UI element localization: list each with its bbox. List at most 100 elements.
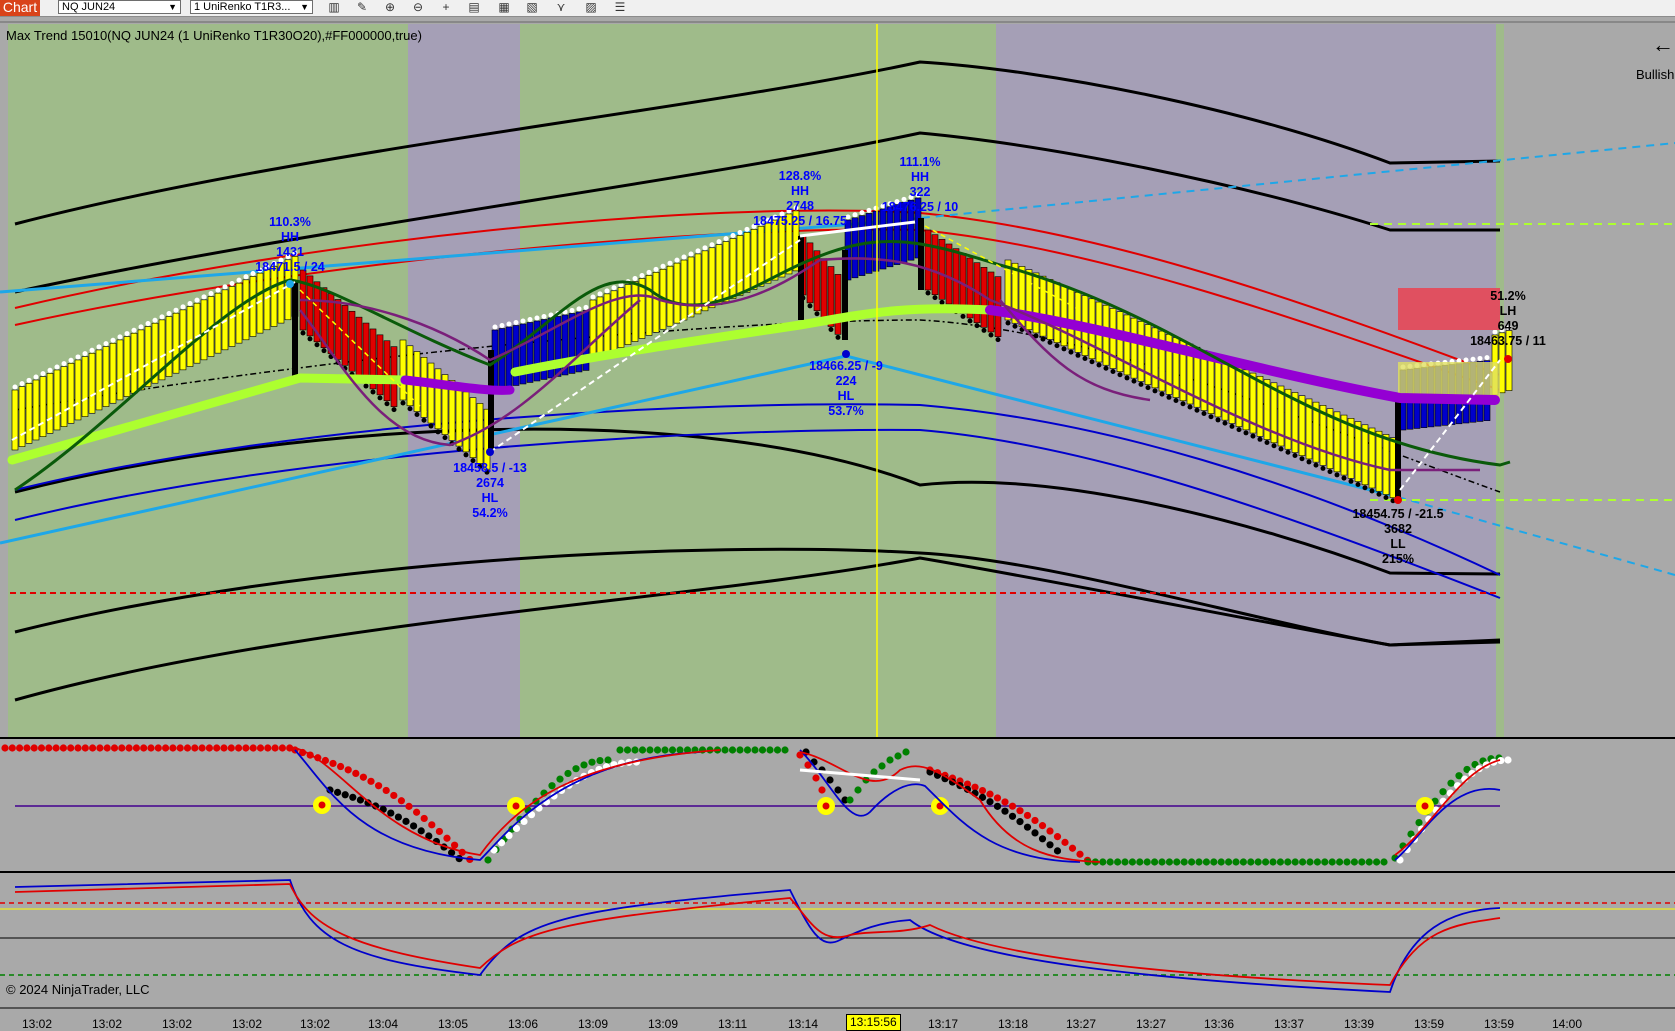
renko-bar bbox=[827, 266, 835, 327]
bar-dot bbox=[1082, 356, 1088, 362]
zoom-out-icon[interactable]: ⊖ bbox=[412, 0, 424, 14]
bar-dot bbox=[477, 463, 483, 469]
bar-dot bbox=[723, 236, 729, 242]
bar-dot bbox=[159, 314, 165, 320]
osc-dot bbox=[349, 793, 357, 801]
bar-dot bbox=[1492, 329, 1498, 335]
osc-dot bbox=[841, 796, 849, 804]
back-arrow-icon[interactable]: ← bbox=[1652, 32, 1674, 57]
blue-envelope bbox=[14, 403, 1501, 599]
swing-label-text: HH bbox=[281, 230, 299, 244]
bar-dot bbox=[548, 312, 554, 318]
time-axis-tick: 13:59 bbox=[1414, 1017, 1445, 1031]
bar-dot bbox=[243, 274, 249, 280]
osc-dot bbox=[278, 744, 286, 752]
renko-bar bbox=[879, 208, 887, 270]
white-swing-lines bbox=[11, 239, 1501, 491]
osc-dot bbox=[341, 791, 349, 799]
osc-dot bbox=[23, 744, 31, 752]
renko-bar bbox=[186, 306, 194, 367]
bar-dot bbox=[96, 344, 102, 350]
indicator-icon[interactable]: ▧ bbox=[526, 0, 538, 14]
time-axis-tick: 13:05 bbox=[438, 1017, 469, 1031]
zoom-in-icon[interactable]: ⊕ bbox=[384, 0, 396, 14]
bar-dot bbox=[569, 307, 575, 313]
bar-dot bbox=[1470, 356, 1476, 362]
bar-dot bbox=[1271, 443, 1277, 449]
renko-bar bbox=[18, 386, 26, 447]
bar-type-selector[interactable]: 1 UniRenko T1R3... ▼ bbox=[190, 0, 313, 14]
renko-bar bbox=[469, 397, 477, 458]
osc-dot bbox=[1321, 858, 1329, 866]
instrument-selector[interactable]: NQ JUN24 ▼ bbox=[58, 0, 181, 14]
chart-menu-button[interactable]: Chart bbox=[0, 0, 40, 16]
signal-marker-core bbox=[822, 802, 830, 810]
osc-dot bbox=[147, 744, 155, 752]
osc-dot bbox=[1016, 807, 1024, 815]
renko-bar bbox=[130, 332, 138, 394]
properties-icon[interactable]: ▨ bbox=[585, 0, 597, 14]
osc-dot bbox=[1038, 835, 1047, 843]
bar-dot bbox=[194, 297, 200, 303]
time-axis-tick: 13:39 bbox=[1344, 1017, 1375, 1031]
bar-dot bbox=[1138, 381, 1144, 387]
crosshair-icon[interactable]: + bbox=[442, 0, 450, 14]
osc-dot bbox=[1336, 858, 1344, 866]
renko-bar bbox=[341, 305, 349, 366]
renko-bar bbox=[924, 229, 932, 291]
bar-dot bbox=[1327, 469, 1333, 475]
bar-dot bbox=[995, 337, 1001, 343]
data-box-icon[interactable]: ▤ bbox=[468, 0, 480, 14]
swing-label-text: LH bbox=[1500, 304, 1517, 318]
osc-dot bbox=[1313, 858, 1321, 866]
bar-dot bbox=[1180, 401, 1186, 407]
osc-dot bbox=[448, 849, 456, 857]
renko-bar bbox=[645, 275, 653, 336]
osc-dot bbox=[963, 780, 972, 788]
bar-style-icon[interactable]: ▥ bbox=[328, 0, 340, 14]
bar-dot bbox=[730, 233, 736, 239]
osc-dot bbox=[1262, 858, 1270, 866]
osc-dot bbox=[623, 746, 632, 754]
bar-dot bbox=[653, 266, 659, 272]
osc-dot bbox=[1195, 858, 1203, 866]
bar-dot bbox=[278, 257, 284, 263]
renko-bar bbox=[116, 339, 124, 401]
chart-trader-icon[interactable]: ⋎ bbox=[556, 0, 566, 14]
bar-dot bbox=[1061, 346, 1067, 352]
bar-dot bbox=[688, 251, 694, 257]
renko-bar bbox=[102, 346, 110, 407]
renko-bar bbox=[945, 243, 953, 305]
swing-label-text: 322 bbox=[910, 185, 931, 199]
bar-dot bbox=[1243, 430, 1249, 436]
renko-bar bbox=[1123, 314, 1131, 376]
renko-bar bbox=[1032, 272, 1040, 334]
swing-label-text: HL bbox=[838, 389, 855, 403]
draw-icon[interactable]: ✎ bbox=[356, 0, 368, 14]
renko-bar bbox=[313, 281, 321, 343]
osc-dot bbox=[1365, 858, 1373, 866]
osc-dot bbox=[397, 797, 405, 805]
osc-dot bbox=[1128, 858, 1136, 866]
time-axis-tick: 13:04 bbox=[368, 1017, 399, 1031]
bar-dot bbox=[470, 458, 476, 464]
renko-bar bbox=[533, 320, 541, 382]
strategy-icon[interactable]: ▦ bbox=[498, 0, 510, 14]
osc-dot bbox=[1008, 802, 1017, 810]
bar-dot bbox=[1320, 465, 1326, 471]
osc-dot bbox=[978, 793, 987, 801]
bar-dot bbox=[1484, 355, 1490, 361]
renko-bar bbox=[1361, 424, 1369, 486]
renko-bar bbox=[512, 325, 520, 386]
renko-bar bbox=[1298, 395, 1306, 456]
bar-dot bbox=[314, 342, 320, 348]
osc-dot bbox=[1173, 858, 1181, 866]
chart-toolbar: Chart NQ JUN24 ▼ 1 UniRenko T1R3... ▼ ▥ ✎ … bbox=[0, 0, 1675, 17]
bar-dot bbox=[1159, 391, 1165, 397]
osc-dot bbox=[235, 744, 243, 752]
bar-dot bbox=[828, 327, 834, 332]
list-icon[interactable]: ☰ bbox=[614, 0, 626, 14]
bar-dot bbox=[47, 367, 53, 373]
osc-dot bbox=[387, 809, 395, 817]
